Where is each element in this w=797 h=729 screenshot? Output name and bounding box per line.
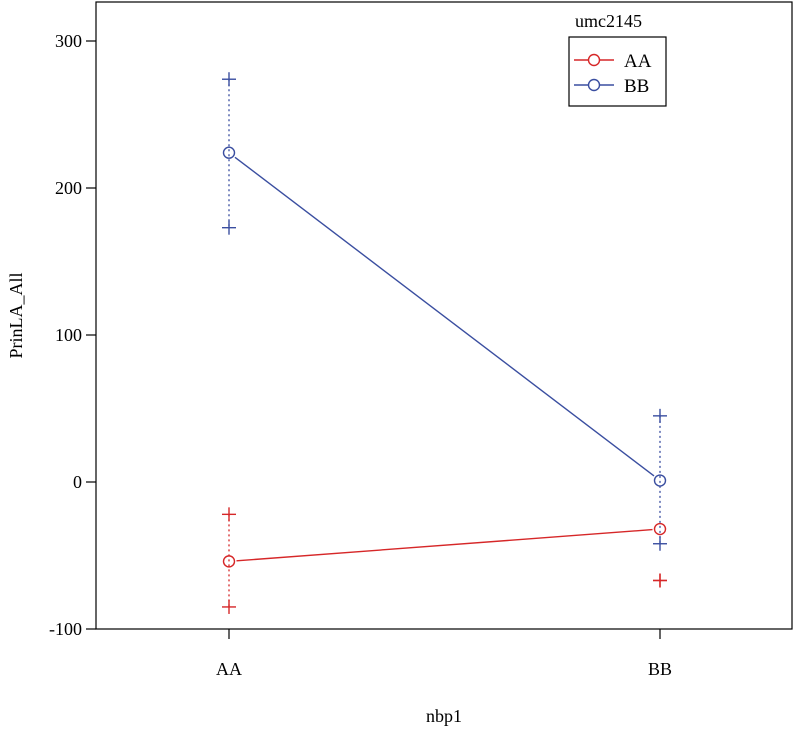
- y-tick-label: 300: [55, 31, 82, 51]
- y-axis-label: PrinLA_All: [6, 272, 26, 358]
- series-line: [236, 528, 653, 562]
- legend-label: AA: [624, 51, 652, 72]
- plot-area: -100 0 100 200 300 AA BB: [49, 1, 793, 679]
- mean-point: [653, 474, 667, 487]
- series-line: [234, 156, 655, 477]
- x-tick-label: AA: [216, 659, 242, 679]
- y-tick-label: 100: [55, 325, 82, 345]
- mean-point: [222, 146, 236, 159]
- legend: umc2145 AA BB: [568, 11, 667, 107]
- y-tick-label: 200: [55, 178, 82, 198]
- legend-label: BB: [624, 76, 649, 97]
- legend-marker: [587, 78, 601, 92]
- mean-point: [653, 522, 667, 536]
- mean-point: [222, 555, 236, 568]
- x-axis-label: nbp1: [426, 706, 462, 726]
- legend-marker: [587, 53, 601, 67]
- plot-frame: [95, 1, 793, 630]
- y-tick-label: -100: [49, 619, 82, 639]
- x-tick-label: BB: [648, 659, 672, 679]
- legend-box: [568, 36, 667, 107]
- legend-title: umc2145: [575, 11, 642, 31]
- y-tick-label: 0: [73, 472, 82, 492]
